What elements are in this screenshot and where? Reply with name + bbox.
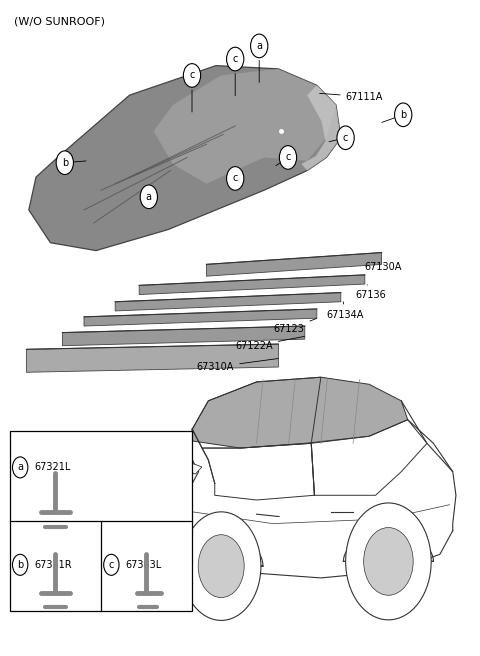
Text: c: c xyxy=(189,70,195,81)
Text: a: a xyxy=(146,192,152,202)
Polygon shape xyxy=(301,85,341,171)
Polygon shape xyxy=(115,293,341,311)
Text: 67134A: 67134A xyxy=(326,302,364,319)
Text: 67122A: 67122A xyxy=(235,337,304,351)
Text: (W/O SUNROOF): (W/O SUNROOF) xyxy=(14,16,106,26)
Circle shape xyxy=(198,535,244,598)
Polygon shape xyxy=(84,309,317,326)
Circle shape xyxy=(227,47,244,71)
Text: 67111A: 67111A xyxy=(320,92,383,102)
Circle shape xyxy=(104,554,119,575)
Text: c: c xyxy=(343,133,348,143)
Circle shape xyxy=(12,554,28,575)
Text: 67363L: 67363L xyxy=(126,560,162,570)
Bar xyxy=(10,431,192,611)
Text: b: b xyxy=(400,110,407,120)
Text: c: c xyxy=(232,54,238,64)
Text: c: c xyxy=(108,560,114,570)
Text: a: a xyxy=(17,462,23,472)
Circle shape xyxy=(279,146,297,169)
Text: b: b xyxy=(17,560,24,570)
Text: 67321L: 67321L xyxy=(35,462,71,472)
Text: b: b xyxy=(61,157,68,168)
Circle shape xyxy=(395,103,412,127)
Text: 67123: 67123 xyxy=(274,319,317,334)
Circle shape xyxy=(346,503,431,620)
Polygon shape xyxy=(206,253,382,276)
Circle shape xyxy=(227,167,244,190)
Polygon shape xyxy=(26,344,278,373)
Circle shape xyxy=(140,185,157,209)
Text: a: a xyxy=(256,41,262,51)
Text: 67331R: 67331R xyxy=(35,560,72,570)
Text: c: c xyxy=(285,152,291,163)
Polygon shape xyxy=(139,275,365,295)
Polygon shape xyxy=(182,462,202,474)
Text: 67130A: 67130A xyxy=(365,262,402,272)
Circle shape xyxy=(183,64,201,87)
Polygon shape xyxy=(29,66,341,251)
Circle shape xyxy=(251,34,268,58)
Circle shape xyxy=(56,151,73,174)
Circle shape xyxy=(364,527,413,595)
Polygon shape xyxy=(154,69,336,184)
Circle shape xyxy=(337,126,354,150)
Circle shape xyxy=(181,512,261,621)
Text: 67136: 67136 xyxy=(355,285,386,300)
Polygon shape xyxy=(192,377,408,448)
Polygon shape xyxy=(62,326,305,346)
Circle shape xyxy=(12,457,28,478)
Text: 67310A: 67310A xyxy=(197,359,278,372)
Text: c: c xyxy=(232,173,238,184)
